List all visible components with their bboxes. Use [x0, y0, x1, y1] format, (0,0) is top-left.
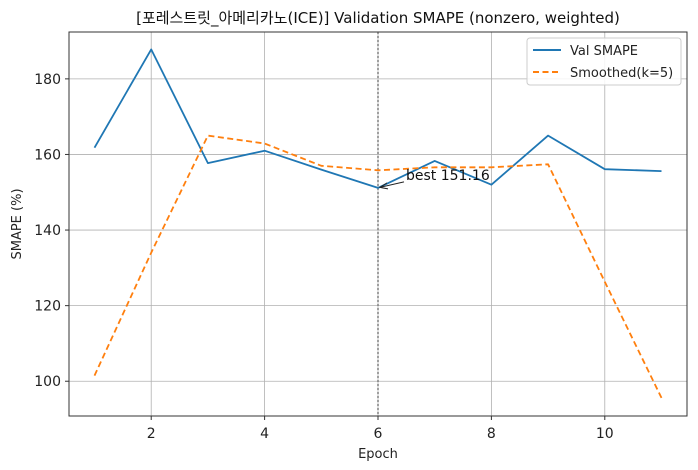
legend-label-smoothed: Smoothed(k=5) [570, 66, 673, 81]
y-tick-label: 100 [34, 374, 61, 390]
x-tick-label: 2 [147, 426, 156, 442]
annotation-arrow-shaft [379, 181, 405, 188]
x-tick-label: 8 [487, 426, 496, 442]
chart-title: [포레스트릿_아메리카노(ICE)] Validation SMAPE (non… [136, 9, 620, 28]
y-tick-label: 180 [34, 72, 61, 88]
series-line-val-smape [93, 48, 662, 189]
annotation-label: best 151.16 [406, 168, 490, 184]
y-tick-label: 140 [34, 223, 61, 239]
legend-label-val-smape: Val SMAPE [570, 44, 638, 59]
annotation-arrow-head [378, 182, 389, 190]
x-tick-label: 10 [596, 426, 614, 442]
x-axis-title: Epoch [358, 447, 398, 462]
annotation-layer: best 151.16 [378, 168, 490, 190]
series-line-smoothed [93, 134, 663, 399]
legend-box [526, 37, 682, 86]
x-tick-label: 4 [260, 426, 269, 442]
y-tick-label: 120 [34, 299, 61, 315]
legend: Val SMAPE Smoothed(k=5) [526, 37, 682, 86]
x-ticks: 2 4 6 8 10 [147, 416, 614, 442]
x-tick-label: 6 [374, 426, 383, 442]
y-tick-label: 160 [34, 147, 61, 163]
y-ticks: 100 120 140 160 180 [34, 72, 69, 390]
series-layer [93, 48, 663, 399]
y-axis-title: SMAPE (%) [10, 188, 25, 259]
